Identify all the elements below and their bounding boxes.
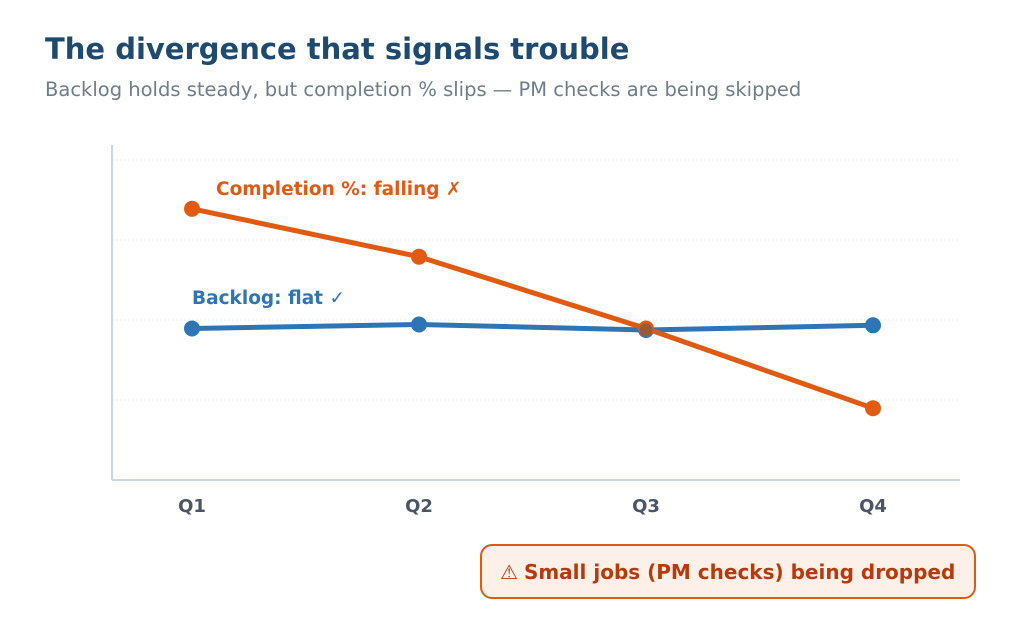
backlog-line [189, 322, 876, 333]
backlog-series-label: Backlog: flat ✓ [192, 288, 345, 309]
backlog-point [865, 317, 881, 334]
callout-text: Small jobs (PM checks) being dropped [523, 559, 956, 584]
warning-callout: ⚠ Small jobs (PM checks) being dropped [480, 544, 976, 599]
series-lines [184, 200, 881, 417]
backlog-point [411, 316, 427, 333]
completion-point [865, 400, 881, 417]
x-tick-labels: Q1 Q2 Q3 Q4 [178, 496, 887, 517]
x-tick-label: Q3 [632, 496, 660, 517]
completion-point [411, 248, 427, 265]
warning-icon: ⚠ [500, 559, 518, 584]
x-tick-label: Q1 [178, 496, 206, 517]
intersection-point [639, 323, 653, 337]
gridlines [112, 159, 960, 401]
completion-line [189, 206, 876, 411]
x-tick-label: Q2 [405, 496, 433, 517]
series-labels: Completion %: falling ✗ Backlog: flat ✓ [192, 179, 462, 309]
chart-subtitle: Backlog holds steady, but completion % s… [45, 78, 802, 101]
x-tick-label: Q4 [859, 496, 887, 517]
backlog-point [184, 320, 200, 337]
completion-point [184, 200, 200, 217]
completion-series-label: Completion %: falling ✗ [216, 179, 462, 200]
chart-title: The divergence that signals trouble [45, 32, 630, 66]
